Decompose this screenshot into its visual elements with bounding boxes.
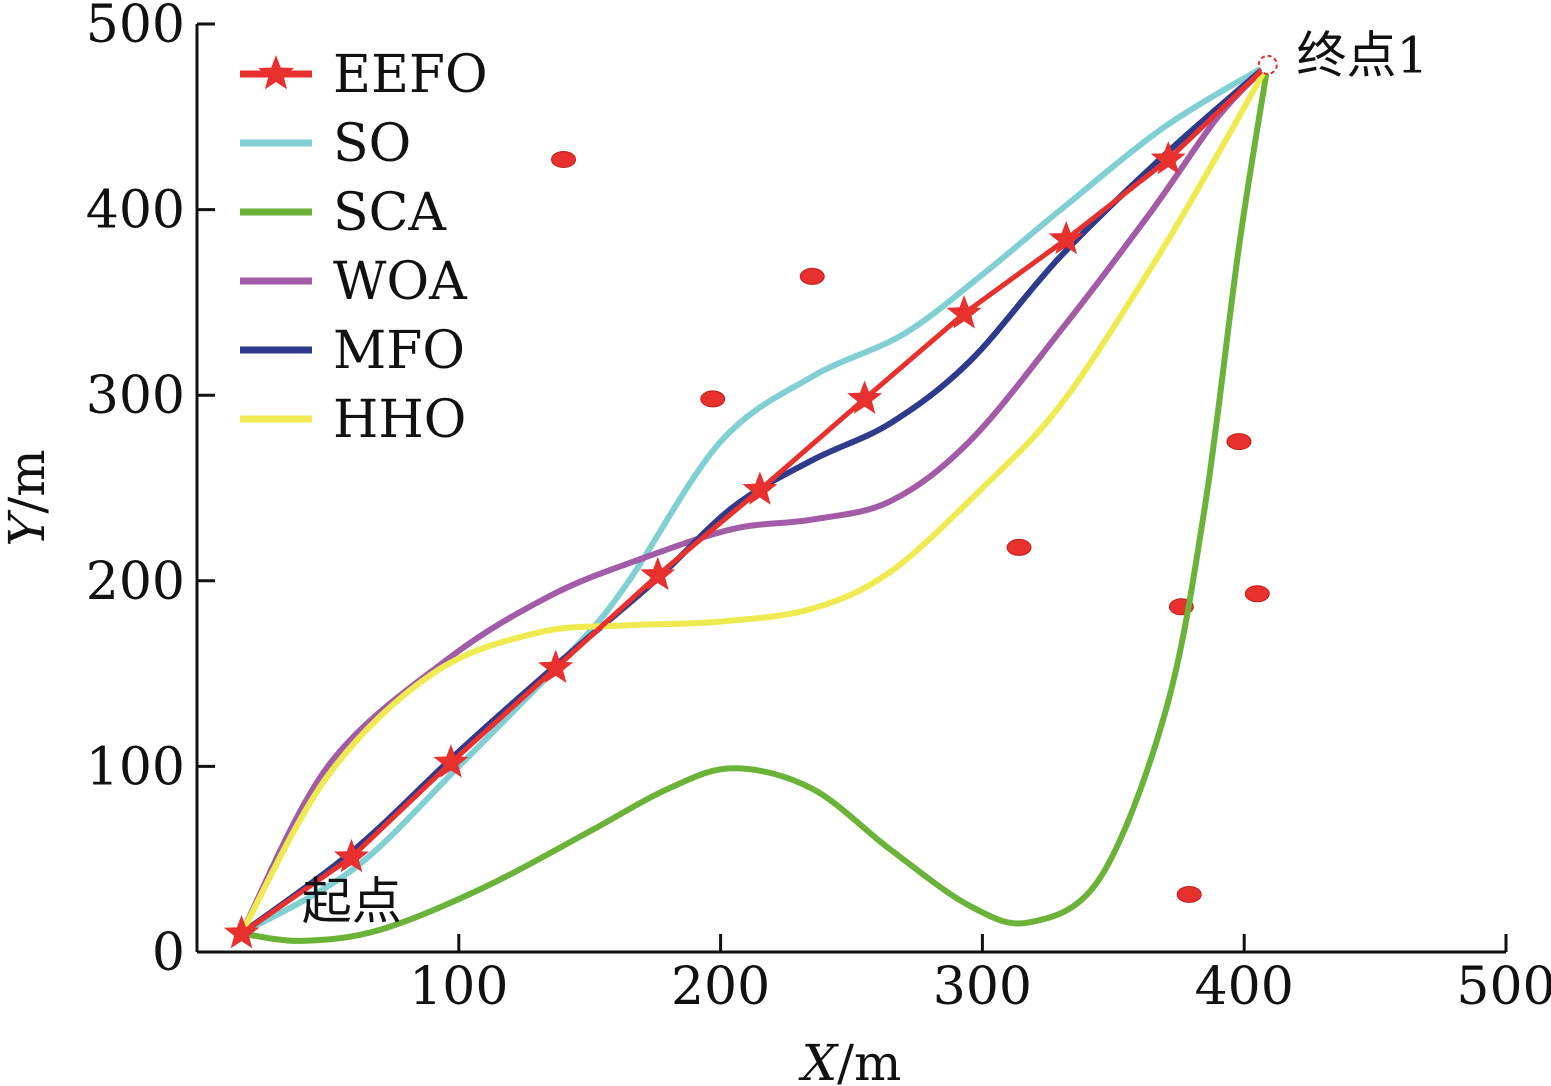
series-marker-eefo [742,471,778,505]
series-marker-eefo [1150,141,1186,175]
legend: EEFO SO SCA WOA MFO HHO [240,45,488,450]
legend-label-eefo: EEFO [333,45,488,105]
legend-label-sca: SCA [333,183,447,243]
y-axis-label: Y/m [0,449,56,546]
series-marker-eefo [433,744,469,778]
end-label: 终点1 [1297,26,1429,84]
y-tick-label: 0 [152,923,185,983]
series-marker-eefo [333,838,369,873]
x-tick-label: 100 [409,957,508,1017]
legend-marker-eefo [257,55,295,90]
x-tick-label: 500 [1456,957,1551,1017]
legend-label-mfo: MFO [333,321,465,381]
legend-label-woa: WOA [333,252,468,312]
series-line-so [238,61,1271,937]
series-marker-eefo [223,914,260,949]
x-tick-label: 300 [933,957,1032,1017]
y-tick-label: 400 [86,181,185,241]
series-marker-eefo [1048,220,1084,255]
series-line-hho [238,61,1271,937]
series-marker-eefo [538,649,574,683]
series-lines [223,54,1278,949]
y-tick-label: 100 [86,737,185,797]
obstacle-point [1176,885,1202,903]
y-tick-label: 300 [86,366,185,426]
series-marker-eefo [847,380,883,414]
start-label: 起点 [302,873,402,931]
y-tick-label: 500 [86,0,185,55]
obstacle-point [551,150,577,168]
obstacle-point [1244,585,1270,603]
series-marker-eefo [946,295,982,329]
x-tick-label: 200 [671,957,770,1017]
legend-label-so: SO [333,114,411,174]
x-axis-label: X/m [798,1034,902,1086]
obstacle-point [1006,538,1032,556]
annotations: 起点 终点1 [302,26,1429,930]
y-tick-label: 200 [86,552,185,612]
obstacle-point [1226,433,1252,451]
obstacle-point [799,267,825,285]
series-line-sca [238,61,1271,944]
end-point-marker [1257,54,1278,75]
obstacle-point [700,390,726,408]
x-tick-label: 400 [1195,957,1294,1017]
series-marker-eefo [640,556,676,591]
legend-label-hho: HHO [333,390,466,450]
